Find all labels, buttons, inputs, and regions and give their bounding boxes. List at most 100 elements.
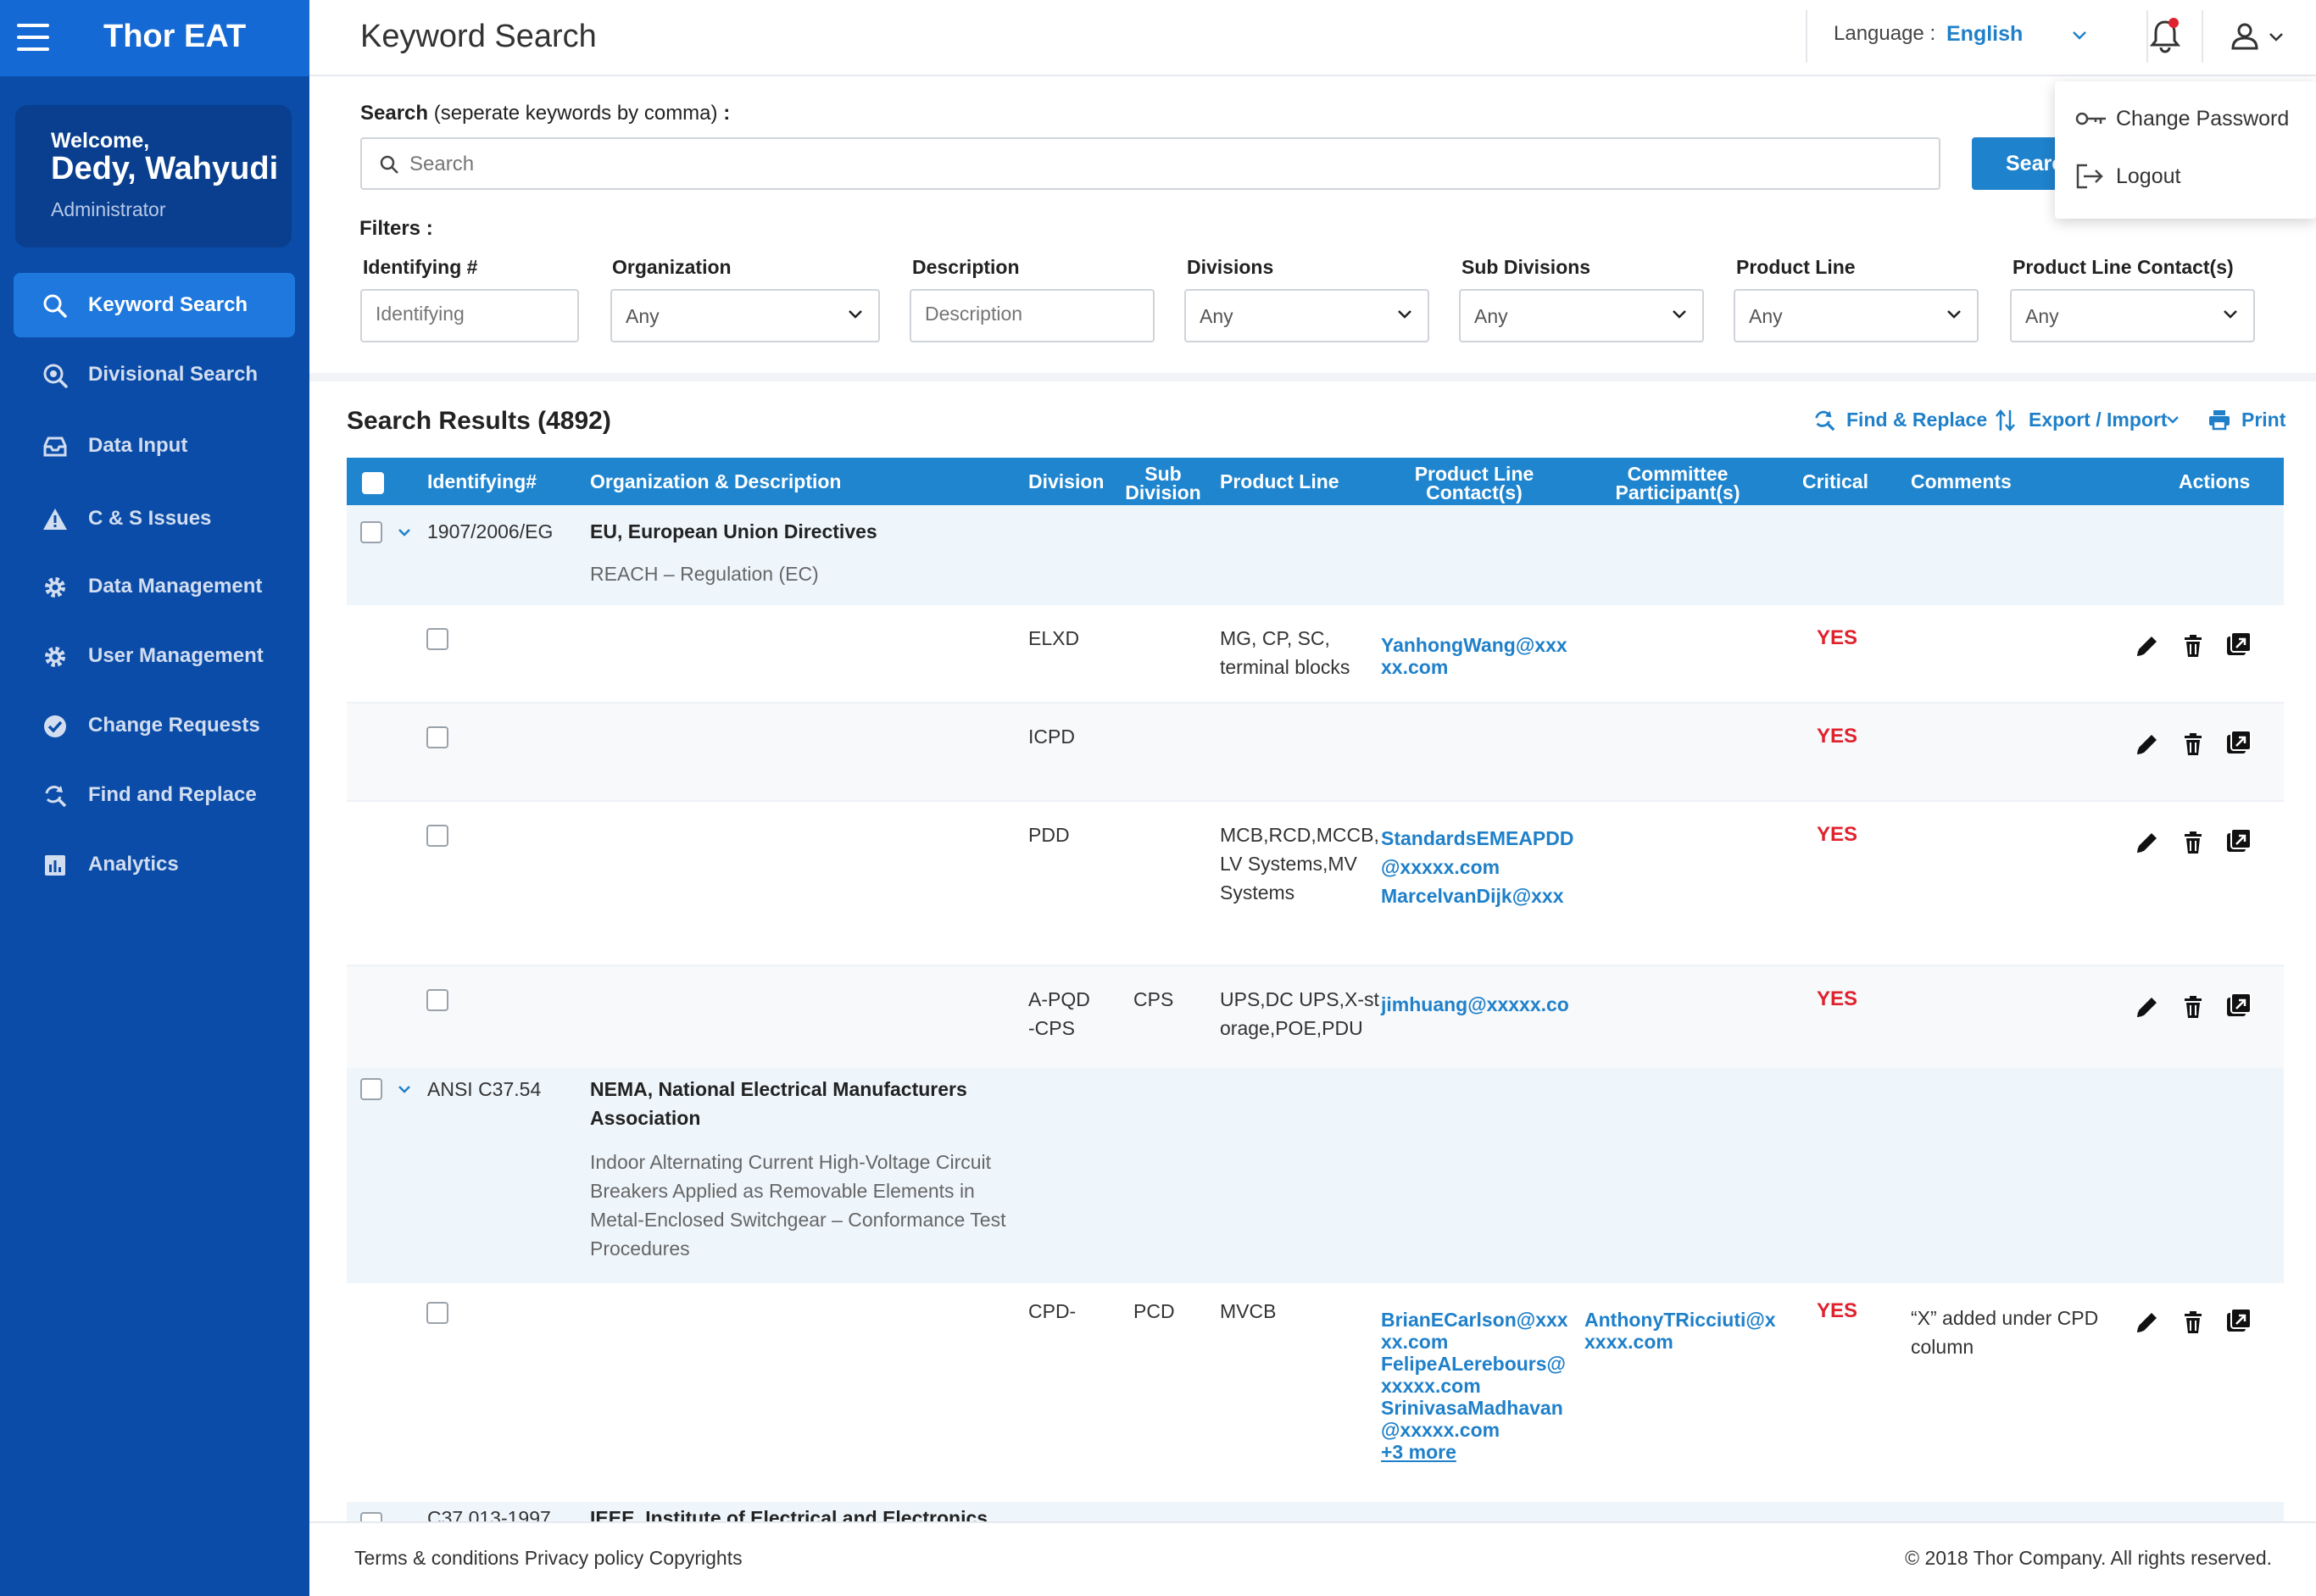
- delete-icon[interactable]: [2180, 993, 2207, 1020]
- column-header-division[interactable]: Division: [1028, 470, 1105, 492]
- product-line-select[interactable]: Any: [1734, 289, 1979, 342]
- column-header-product-line[interactable]: Product Line: [1220, 470, 1339, 492]
- open-external-icon[interactable]: [2225, 992, 2252, 1019]
- search-input[interactable]: [409, 149, 1918, 180]
- find-replace-icon: [45, 786, 67, 808]
- more-contacts-link[interactable]: +3 more: [1381, 1441, 1456, 1463]
- edit-icon[interactable]: [2134, 1309, 2161, 1336]
- chevron-down-icon[interactable]: [398, 1085, 411, 1093]
- committee-email-link[interactable]: AnthonyTRicciuti@x xxxx.com: [1584, 1309, 1776, 1353]
- sidebar-item-user-management[interactable]: User Management: [14, 624, 295, 688]
- search-field[interactable]: [360, 137, 1940, 190]
- select-all-checkbox[interactable]: [362, 472, 384, 494]
- row-checkbox[interactable]: [360, 1512, 382, 1521]
- product-line-contacts-value: Any: [2025, 305, 2059, 327]
- description-filter-label: Description: [912, 256, 1020, 278]
- description-input[interactable]: [925, 303, 1118, 325]
- sidebar-item-cs-issues[interactable]: C & S Issues: [14, 487, 295, 551]
- division-value: PDD: [1028, 824, 1070, 846]
- column-header-contacts[interactable]: Product Line Contact(s): [1381, 464, 1567, 503]
- edit-icon[interactable]: [2134, 632, 2161, 659]
- notifications-button[interactable]: [2136, 17, 2187, 59]
- chevron-down-icon: [1673, 310, 1686, 319]
- contact-text: @xxxxx.com: [1381, 1419, 1500, 1441]
- delete-icon[interactable]: [2180, 1309, 2207, 1336]
- organization-select[interactable]: Any: [610, 289, 880, 342]
- open-external-icon[interactable]: [2225, 631, 2252, 658]
- sidebar-item-analytics[interactable]: Analytics: [14, 832, 295, 897]
- edit-icon[interactable]: [2134, 731, 2161, 758]
- column-header-comments[interactable]: Comments: [1911, 470, 2012, 492]
- search-label-colon: :: [723, 102, 731, 125]
- divisions-select[interactable]: Any: [1184, 289, 1429, 342]
- division-text: A-PQD: [1028, 988, 1090, 1010]
- find-replace-icon: [1815, 410, 1835, 431]
- organization-text: Association: [590, 1107, 701, 1129]
- language-select[interactable]: English: [1946, 15, 2107, 56]
- change-password-menu-item[interactable]: Change Password: [2075, 102, 2304, 136]
- logout-menu-item[interactable]: Logout: [2075, 159, 2304, 193]
- description-text: Breakers Applied as Removable Elements i…: [590, 1180, 975, 1202]
- contact-text: MarcelvanDijk@xxx: [1381, 885, 1564, 907]
- divisions-value: Any: [1200, 305, 1233, 327]
- divider: [1806, 10, 1807, 63]
- user-menu-button[interactable]: [2230, 19, 2297, 58]
- description-filter[interactable]: [910, 289, 1155, 342]
- contact-email-link[interactable]: YanhongWang@xxx xx.com: [1381, 634, 1567, 678]
- contact-email-list[interactable]: BrianECarlson@xxx xx.com FelipeALerebour…: [1381, 1309, 1568, 1463]
- table-row: ELXD MG, CP, SC, terminal blocks Yanhong…: [347, 605, 2284, 703]
- column-header-sub-division[interactable]: Sub Division: [1125, 464, 1201, 503]
- row-checkbox[interactable]: [426, 726, 448, 748]
- export-import-dropdown[interactable]: Export / Import: [1996, 409, 2179, 431]
- contact-text: xx.com: [1381, 1331, 1449, 1353]
- organization-value: Any: [626, 305, 660, 327]
- sidebar-item-data-input[interactable]: Data Input: [14, 414, 295, 478]
- row-checkbox[interactable]: [426, 1302, 448, 1324]
- contact-email-link[interactable]: jimhuang@xxxxx.co: [1381, 993, 1569, 1015]
- row-checkbox[interactable]: [360, 521, 382, 543]
- edit-icon[interactable]: [2134, 829, 2161, 856]
- row-checkbox[interactable]: [426, 989, 448, 1011]
- column-header-committee[interactable]: Committee Participant(s): [1584, 464, 1771, 503]
- hamburger-menu-icon[interactable]: [17, 24, 49, 53]
- division-value: CPD-: [1028, 1300, 1077, 1322]
- identifying-filter[interactable]: [360, 289, 579, 342]
- delete-icon[interactable]: [2180, 632, 2207, 659]
- divisions-filter-label: Divisions: [1187, 256, 1274, 278]
- footer-links[interactable]: Terms & conditions Privacy policy Copyri…: [354, 1547, 743, 1569]
- sidebar-item-change-requests[interactable]: Change Requests: [14, 693, 295, 758]
- product-line-contacts-select[interactable]: Any: [2010, 289, 2255, 342]
- open-external-icon[interactable]: [2225, 827, 2252, 854]
- open-external-icon[interactable]: [2225, 1307, 2252, 1334]
- sidebar-item-keyword-search[interactable]: Keyword Search: [14, 273, 295, 337]
- contact-text: xxxxx.com: [1381, 1375, 1481, 1397]
- find-replace-label: Find & Replace: [1846, 409, 1988, 431]
- row-checkbox[interactable]: [426, 825, 448, 847]
- edit-icon[interactable]: [2134, 993, 2161, 1020]
- column-header-identifying[interactable]: Identifying#: [427, 470, 537, 492]
- delete-icon[interactable]: [2180, 731, 2207, 758]
- division-value: ELXD: [1028, 627, 1080, 649]
- app-title: Thor EAT: [103, 19, 247, 54]
- product-line-text: MVCB: [1220, 1300, 1277, 1322]
- row-checkbox[interactable]: [426, 628, 448, 650]
- delete-icon[interactable]: [2180, 829, 2207, 856]
- find-replace-link[interactable]: Find & Replace: [1815, 409, 1988, 431]
- column-header-critical[interactable]: Critical: [1802, 470, 1868, 492]
- contact-email-link[interactable]: StandardsEMEAPDD @xxxxx.com MarcelvanDij…: [1381, 824, 1573, 910]
- sidebar-item-label: Change Requests: [88, 714, 260, 737]
- search-label: Search: [360, 102, 429, 125]
- sidebar-item-data-management[interactable]: Data Management: [14, 554, 295, 619]
- logout-icon: [2076, 164, 2103, 189]
- sub-divisions-select[interactable]: Any: [1459, 289, 1704, 342]
- sidebar-item-find-and-replace[interactable]: Find and Replace: [14, 763, 295, 827]
- open-external-icon[interactable]: [2225, 729, 2252, 756]
- column-header-text: Contact(s): [1426, 481, 1523, 503]
- critical-value: YES: [1817, 987, 1858, 1010]
- sidebar-item-divisional-search[interactable]: Divisional Search: [14, 342, 295, 407]
- identifying-input[interactable]: [376, 303, 548, 325]
- chevron-down-icon[interactable]: [398, 528, 411, 537]
- row-checkbox[interactable]: [360, 1078, 382, 1100]
- print-link[interactable]: Print: [2209, 409, 2285, 431]
- column-header-org-desc[interactable]: Organization & Description: [590, 470, 842, 492]
